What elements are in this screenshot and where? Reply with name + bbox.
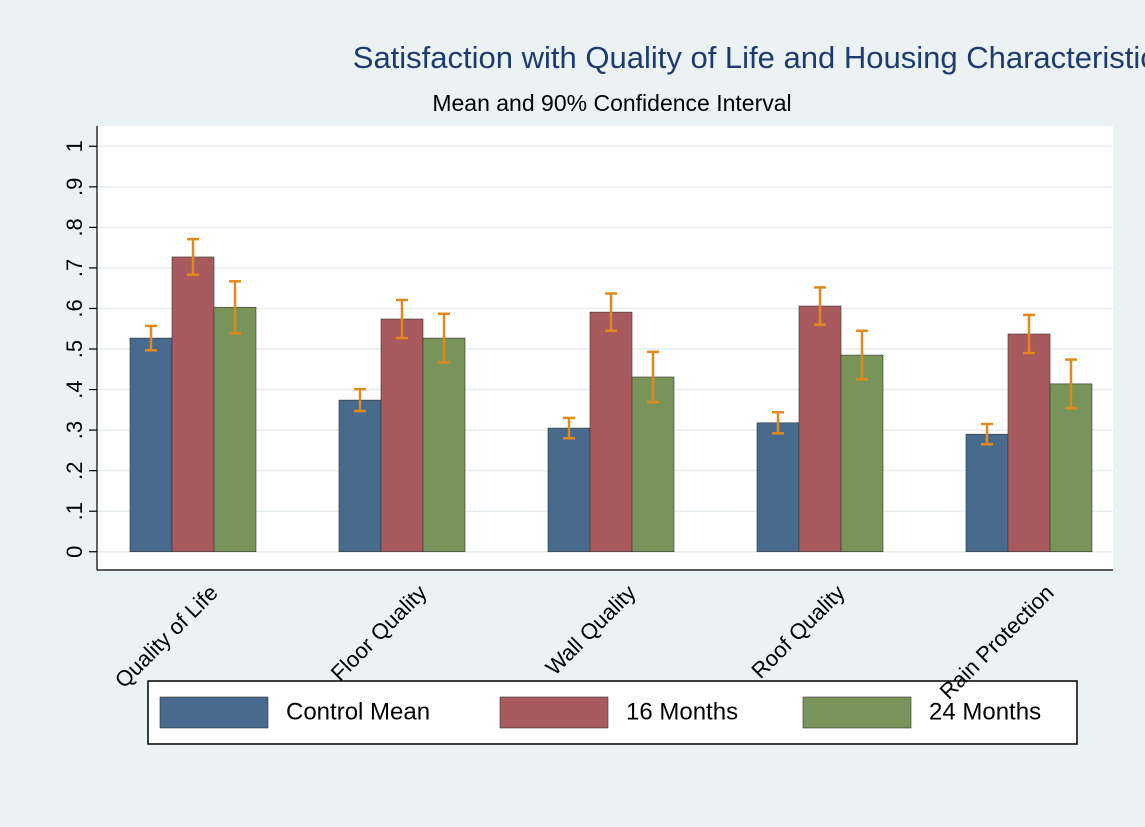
legend-label: 16 Months (626, 698, 738, 725)
error-bar (438, 312, 450, 364)
legend-label: 24 Months (929, 698, 1041, 725)
y-tick-label: .4 (62, 380, 87, 398)
y-tick-label: .1 (62, 502, 87, 520)
bar (380, 318, 424, 553)
legend-label: Control Mean (286, 698, 430, 725)
y-tick-label: 0 (62, 546, 87, 558)
y-tick-label: .8 (62, 218, 87, 236)
error-bar (563, 416, 575, 440)
error-bar (814, 286, 826, 326)
y-tick-label: .2 (62, 461, 87, 479)
bar (840, 354, 884, 553)
error-bar (229, 280, 241, 335)
y-tick-label: 1 (62, 140, 87, 152)
y-tick-label: .6 (62, 299, 87, 317)
y-tick-label: .9 (62, 178, 87, 196)
bar (422, 337, 466, 553)
error-bar (981, 422, 993, 446)
error-bar (354, 387, 366, 413)
y-tick-label: .3 (62, 421, 87, 439)
error-bar (605, 292, 617, 333)
y-tick-label: .7 (62, 259, 87, 277)
error-bar (856, 329, 868, 381)
legend-swatch (802, 696, 912, 729)
bar (1049, 383, 1093, 553)
error-bar (187, 237, 199, 277)
bar (756, 422, 800, 553)
bar (798, 305, 842, 553)
legend-swatch (499, 696, 609, 729)
error-bar (1023, 313, 1035, 355)
error-bar (1065, 358, 1077, 410)
bar (213, 306, 257, 553)
error-bar (145, 324, 157, 352)
error-bar (772, 411, 784, 435)
bar (338, 399, 382, 553)
bar (129, 337, 173, 553)
bar (965, 433, 1009, 553)
bar (171, 256, 215, 553)
chart-subtitle: Mean and 90% Confidence Interval (432, 90, 791, 116)
bar (589, 311, 633, 553)
chart-title: Satisfaction with Quality of Life and Ho… (353, 40, 1145, 75)
y-tick-label: .5 (62, 340, 87, 358)
legend (147, 680, 1078, 745)
bar (1007, 333, 1051, 553)
error-bar (396, 298, 408, 340)
error-bar (647, 350, 659, 404)
bar (547, 427, 591, 553)
legend-swatch (159, 696, 269, 729)
